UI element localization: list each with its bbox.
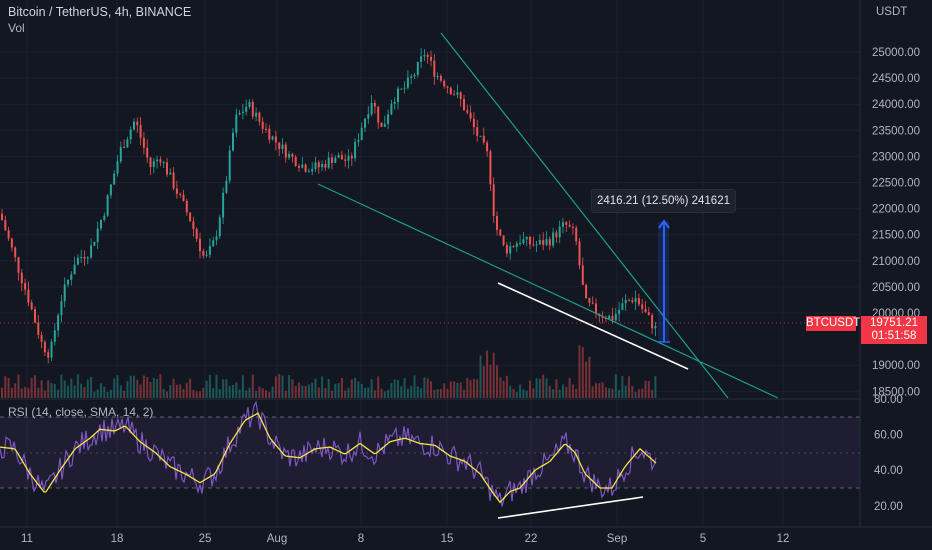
rsi-tick: 60.00 [874,430,903,442]
rsi-tick: 80.00 [874,394,903,406]
time-tick: 22 [525,533,538,545]
time-tick: Aug [267,533,287,545]
price-axis: 25000.00 24500.00 24000.00 23500.00 23000.00… [872,47,920,398]
time-tick: 8 [358,533,364,545]
time-tick: 12 [777,533,790,545]
time-tick: 11 [21,533,33,545]
rsi-tick: 20.00 [874,501,903,513]
time-tick: 15 [441,533,454,545]
price-tick: 18500.00 [872,386,920,398]
rsi-ma-line [0,412,657,504]
lower-trendline [317,183,779,399]
rsi-axis: 80.00 60.00 40.00 20.00 [874,394,903,513]
rsi-tick: 40.00 [874,465,903,477]
time-tick: 25 [199,533,212,545]
time-axis: 11 18 25 Aug 8 15 22 Sep 5 12 [21,533,789,545]
price-tick: 19000.00 [872,360,920,372]
symbol-title[interactable]: Bitcoin / TetherUS, 4h, BINANCE [8,5,192,19]
time-tick: 5 [700,533,706,545]
volume-bars [1,345,657,398]
price-tick: 23000.00 [872,151,920,163]
price-tick: 22000.00 [872,204,920,216]
measure-tool-arrow [658,219,670,343]
price-axis-unit: USDT [876,6,907,18]
price-tick: 25000.00 [872,47,920,59]
support-line-price [497,282,689,370]
measure-tooltip: 2416.21 (12.50%) 241621 [591,189,736,213]
bar-countdown: 01:51:58 [871,330,917,342]
symbol-tag: BTCUSDT [806,316,861,331]
time-tick: Sep [607,533,627,545]
price-candles [1,48,657,364]
price-tick: 24000.00 [872,99,920,111]
price-tick: 23500.00 [872,125,920,137]
price-tick: 20500.00 [872,282,920,294]
time-tick: 18 [111,533,124,545]
price-tick: 22500.00 [872,178,920,190]
chart-grid [0,0,860,527]
support-line-rsi [497,496,644,519]
price-tick: 21000.00 [872,256,920,268]
upper-trendline [440,32,729,399]
current-price-tag: 19751.21 01:51:58 [861,316,927,344]
rsi-indicator-label[interactable]: RSI (14, close, SMA, 14, 2) [8,405,154,419]
price-tick: 24500.00 [872,73,920,85]
volume-label[interactable]: Vol [8,21,25,35]
current-price: 19751.21 [870,317,918,329]
price-tick: 21500.00 [872,230,920,242]
